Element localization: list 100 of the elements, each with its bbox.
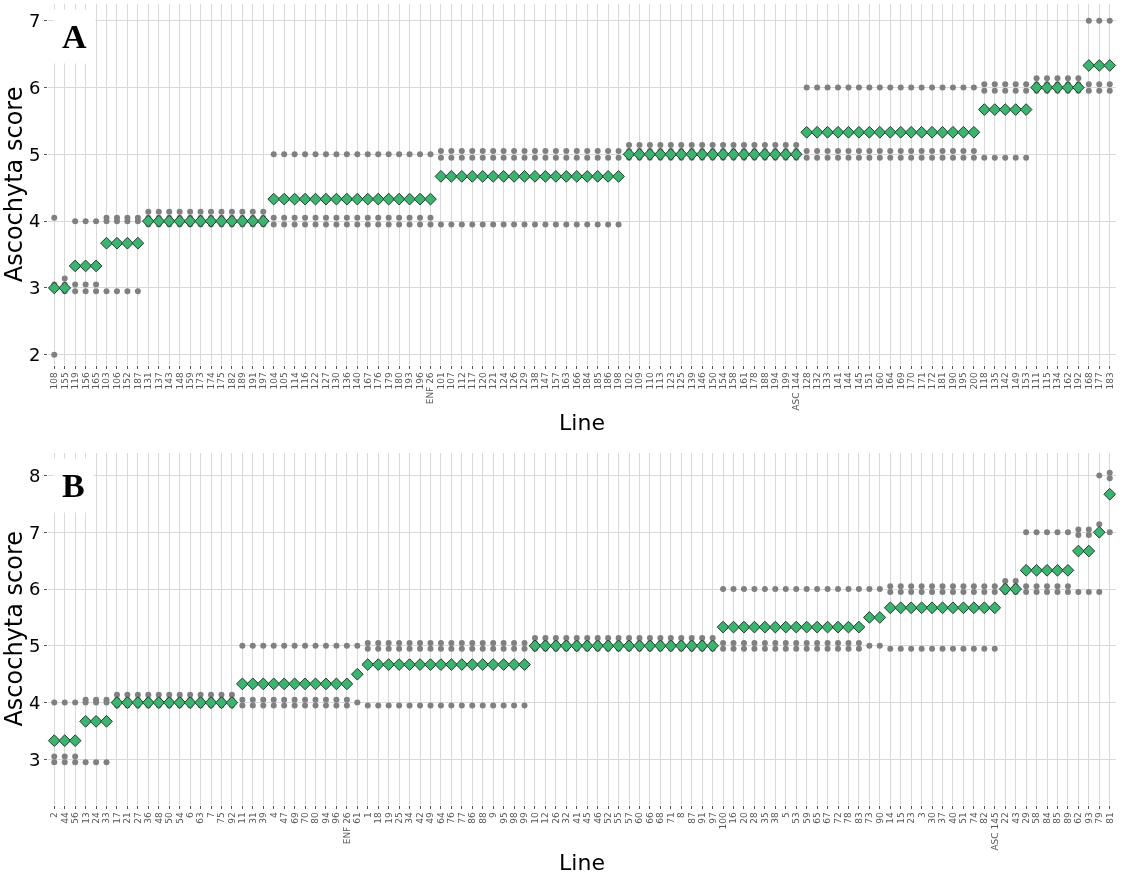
x-tick-label: 173 [195, 372, 206, 390]
x-tick-label: 62 [1073, 812, 1084, 824]
x-tick-label: 91 [697, 812, 708, 824]
x-tick-label: 9 [488, 812, 499, 819]
x-tick-label: 43 [1010, 812, 1021, 824]
x-tick-label: 100 [718, 812, 729, 830]
x-tick-label: 142 [1000, 372, 1011, 390]
x-axis-title: Line [559, 849, 605, 875]
x-tick-label: 75 [216, 812, 227, 824]
x-tick-label: 44 [59, 812, 70, 824]
x-tick-label: 178 [749, 372, 760, 390]
x-tick-label: 90 [874, 812, 885, 824]
x-tick-label: 144 [843, 372, 854, 390]
x-tick-label: 107 [446, 372, 457, 390]
x-tick-label: 57 [623, 812, 634, 824]
y-tick-label: 4 [28, 691, 41, 713]
x-tick-label: 195 [958, 372, 969, 390]
x-tick-label: 80 [310, 812, 321, 824]
x-tick-label: 92 [226, 812, 237, 824]
x-tick-label: 7 [205, 812, 216, 819]
x-tick-label: 93 [1083, 812, 1094, 824]
x-tick-label: 86 [467, 812, 478, 824]
x-tick-label: 1 [362, 812, 373, 819]
x-tick-label: ASC 145 [989, 812, 1000, 851]
x-tick-label: 134 [1052, 372, 1063, 390]
x-tick-label: 26 [550, 812, 561, 824]
x-tick-label: 185 [592, 372, 603, 390]
x-tick-label: 135 [989, 372, 1000, 390]
x-tick-label: 133 [822, 372, 833, 390]
x-tick-label: 113 [655, 372, 666, 390]
x-tick-label: 200 [968, 372, 979, 390]
x-tick-label: 53 [791, 812, 802, 824]
x-tick-label: 95 [498, 812, 509, 824]
x-tick-label: 60 [634, 812, 645, 824]
x-tick-label: 153 [1021, 372, 1032, 390]
x-tick-label: 167 [362, 372, 373, 390]
x-tick-label: 98 [508, 812, 519, 824]
x-tick-label: 13 [80, 812, 91, 824]
x-tick-label: 117 [467, 372, 478, 390]
x-tick-label: 157 [550, 372, 561, 390]
x-tick-label: 139 [686, 372, 697, 390]
x-tick-label: 38 [770, 812, 781, 824]
x-tick-label: 184 [582, 372, 593, 390]
x-tick-label: 148 [174, 372, 185, 390]
x-tick-label: 42 [414, 812, 425, 824]
x-tick-label: 15 [895, 812, 906, 824]
x-tick-label: 28 [749, 812, 760, 824]
x-tick-label: 186 [603, 372, 614, 390]
x-tick-label: 158 [728, 372, 739, 390]
x-tick-label: 124 [498, 372, 509, 390]
x-tick-label: 114 [289, 372, 300, 390]
x-tick-label: 39 [258, 812, 269, 824]
x-tick-label: 4 [268, 812, 279, 819]
x-tick-label: 183 [1104, 372, 1115, 390]
x-tick-label: 179 [383, 372, 394, 390]
x-tick-label: 125 [676, 372, 687, 390]
x-tick-label: 190 [947, 372, 958, 390]
x-tick-label: 156 [80, 372, 91, 390]
x-tick-label: 174 [205, 372, 216, 390]
x-tick-label: 49 [425, 812, 436, 824]
x-tick-label: 189 [237, 372, 248, 390]
y-tick-label: 8 [28, 464, 41, 486]
x-tick-label: 27 [132, 812, 143, 824]
x-tick-label: 76 [446, 812, 457, 824]
x-tick-label: 104 [268, 372, 279, 390]
x-tick-label: 154 [718, 372, 729, 390]
x-tick-label: 41 [571, 812, 582, 824]
y-tick-label: 3 [28, 277, 41, 299]
y-tick-label: 4 [28, 210, 41, 232]
x-tick-label: 31 [247, 812, 258, 824]
x-tick-label: 85 [1052, 812, 1063, 824]
x-tick-label: 46 [592, 812, 603, 824]
x-tick-label: 165 [91, 372, 101, 390]
x-tick-label: 50 [164, 812, 175, 824]
x-tick-label: 123 [665, 372, 676, 390]
x-tick-label: 82 [979, 812, 990, 824]
x-tick-label: 14 [885, 812, 896, 824]
x-tick-label: 96 [331, 812, 342, 824]
x-tick-label: 162 [1062, 372, 1073, 390]
x-tick-label: 137 [153, 372, 164, 390]
x-tick-label: 191 [247, 372, 258, 390]
x-tick-label: 52 [603, 812, 614, 824]
y-tick-label: 7 [28, 10, 41, 31]
x-tick-label: 83 [853, 812, 864, 824]
y-tick-label: 7 [28, 521, 41, 543]
x-tick-label: 6 [185, 812, 196, 819]
y-tick-label: 6 [28, 578, 41, 600]
x-tick-label: 5 [780, 812, 791, 819]
x-tick-label: 30 [927, 812, 938, 824]
x-tick-label: 180 [394, 372, 405, 390]
x-tick-label: 87 [686, 812, 697, 824]
x-tick-label: 58 [1031, 812, 1042, 824]
x-tick-label: 2 [49, 812, 60, 819]
x-tick-label: 161 [738, 372, 749, 390]
x-tick-label: 55 [613, 812, 624, 824]
x-tick-label: 78 [843, 812, 854, 824]
x-tick-label: 187 [132, 372, 143, 390]
x-tick-label: 122 [310, 372, 321, 390]
x-tick-label: 21 [122, 812, 133, 824]
x-tick-label: ENF 26 [341, 812, 352, 845]
